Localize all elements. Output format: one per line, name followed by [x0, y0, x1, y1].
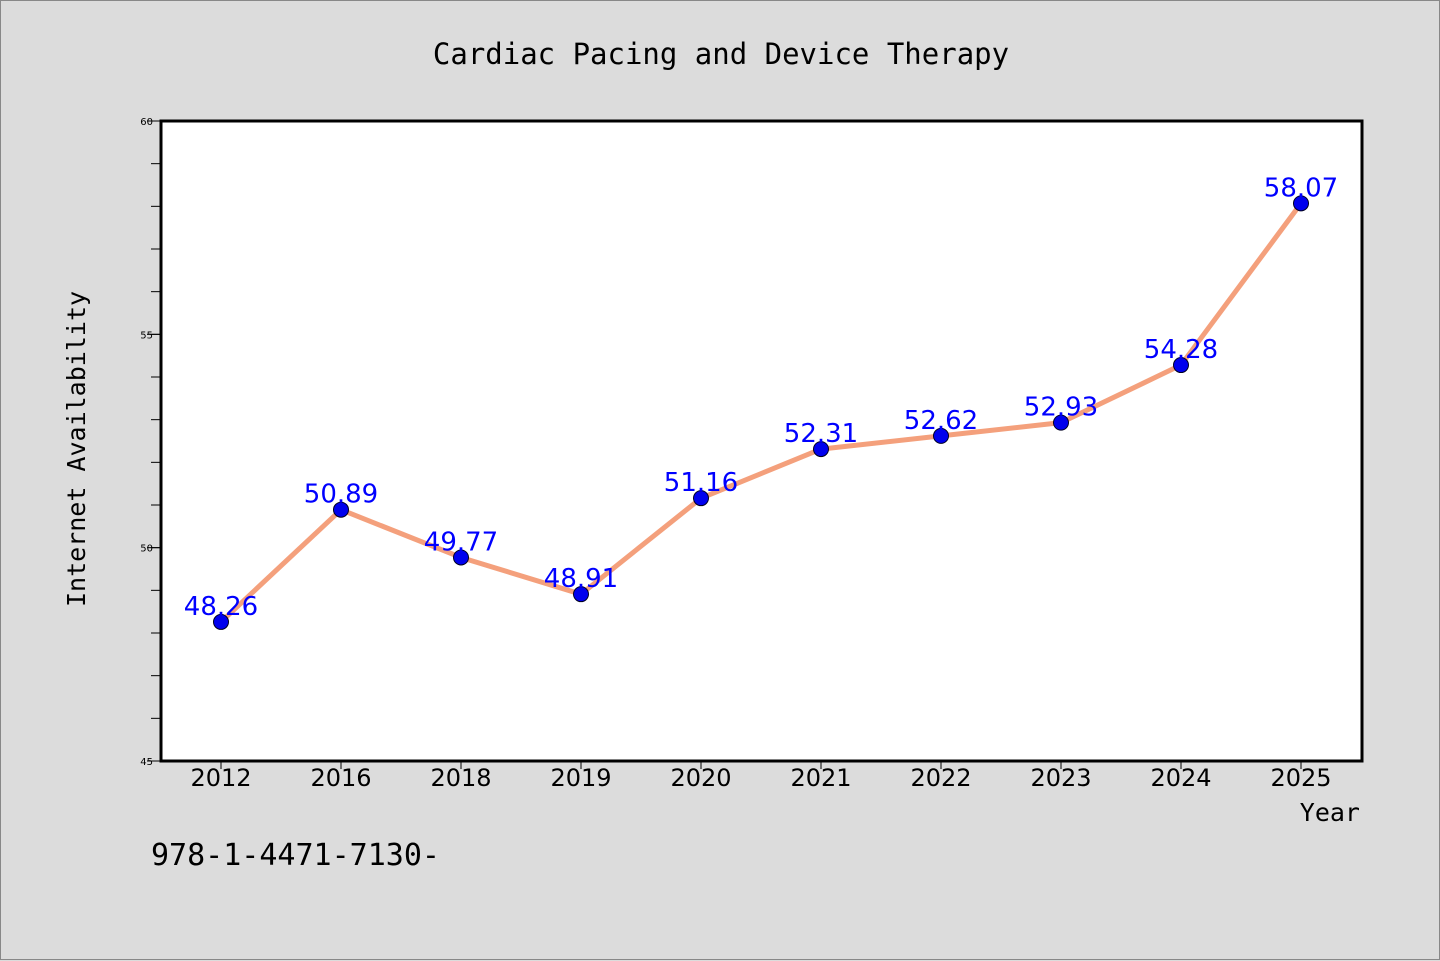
x-tick-label: 2019 [550, 764, 611, 792]
chart-title: Cardiac Pacing and Device Therapy [433, 37, 1009, 71]
x-tick-label: 2022 [910, 764, 971, 792]
y-tick-label: 60 [140, 117, 153, 128]
data-point [813, 441, 829, 458]
data-label: 52.31 [784, 419, 858, 449]
data-point [573, 586, 589, 603]
y-tick-label: 50 [140, 544, 153, 555]
data-label: 48.26 [184, 592, 258, 622]
x-tick-label: 2024 [1150, 764, 1211, 792]
data-point [1293, 195, 1309, 212]
x-axis-ticks: 2012 2016 2018 2019 2020 2021 2022 2023 2024 2025 [190, 761, 1332, 792]
data-label: 49.77 [424, 527, 498, 557]
x-tick-label: 2016 [310, 764, 371, 792]
data-label: 52.62 [904, 406, 978, 436]
data-label: 52.93 [1024, 393, 1098, 423]
data-label: 54.28 [1144, 335, 1218, 365]
data-point [1173, 357, 1189, 374]
data-label: 48.91 [544, 564, 618, 594]
y-axis-label: Internet Availability [62, 291, 91, 607]
x-tick-label: 2025 [1270, 764, 1331, 792]
x-tick-label: 2021 [790, 764, 851, 792]
data-label: 50.89 [304, 480, 378, 510]
footer-isbn-text: 978-1-4471-7130- [151, 838, 440, 873]
series-line [218, 200, 1304, 625]
data-point [933, 427, 949, 444]
x-tick-label: 2018 [430, 764, 491, 792]
data-point [1053, 414, 1069, 431]
data-point [453, 549, 469, 566]
x-tick-label: 2020 [670, 764, 731, 792]
data-label: 51.16 [664, 468, 738, 498]
series-data-labels: 48.26 50.89 49.77 48.91 51.16 52.31 52.62 52.93… [184, 173, 1338, 622]
y-axis-ticks: 45 50 55 60 [140, 117, 161, 768]
data-point [693, 490, 709, 507]
data-point [333, 501, 349, 518]
y-tick-label: 55 [140, 330, 153, 341]
x-tick-label: 2012 [190, 764, 251, 792]
x-tick-label: 2023 [1030, 764, 1091, 792]
plot-area [159, 119, 1364, 763]
x-axis-label: Year [1300, 798, 1360, 827]
y-tick-label: 45 [140, 757, 153, 768]
data-label: 58.07 [1264, 173, 1338, 203]
data-point [213, 613, 229, 630]
series-markers [213, 195, 1309, 630]
